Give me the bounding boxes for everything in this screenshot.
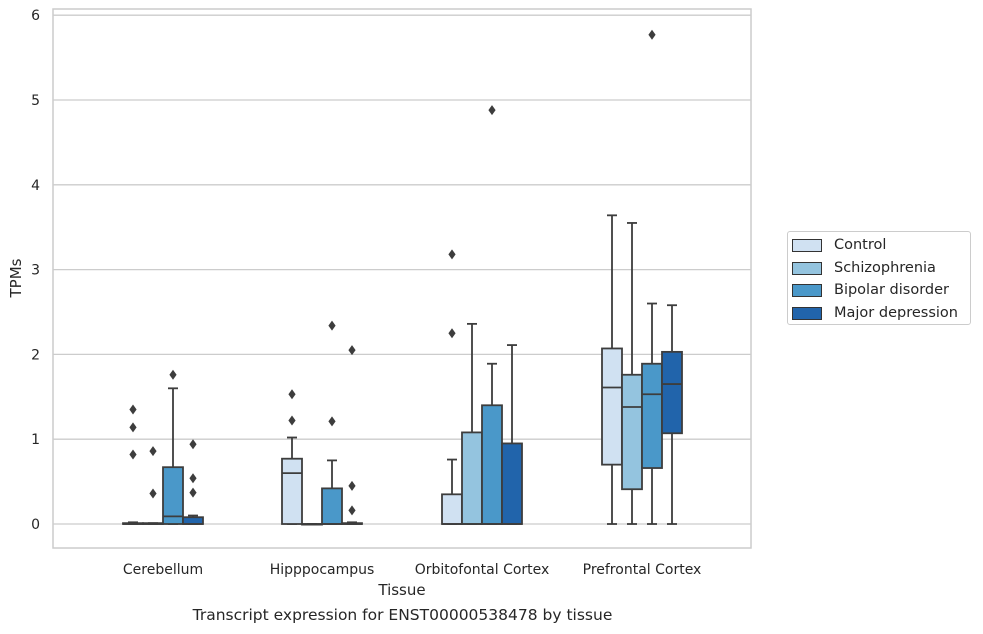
box-iqr [461, 431, 483, 525]
outlier-marker [288, 415, 296, 426]
box-iqr [162, 466, 184, 525]
legend-label-schizophrenia: Schizophrenia [834, 260, 936, 276]
outlier-marker [448, 249, 456, 260]
outlier-marker [189, 473, 197, 484]
box-group [142, 446, 164, 525]
y-tick-label: 1 [31, 432, 40, 448]
box-group [621, 222, 643, 525]
y-tick-label: 2 [31, 347, 40, 363]
legend-item-major-depression: Major depression [792, 303, 958, 323]
box-group [281, 389, 303, 525]
x-tick-label: Prefrontal Cortex [583, 562, 702, 578]
box-group [301, 523, 323, 526]
legend-swatch-bipolar-disorder [792, 283, 822, 297]
outlier-marker [129, 422, 137, 433]
box-group [341, 345, 363, 525]
outlier-marker [348, 345, 356, 356]
y-tick-label: 6 [31, 8, 40, 24]
outlier-marker [488, 105, 496, 116]
outlier-marker [189, 439, 197, 450]
legend-swatch-major-depression [792, 306, 822, 320]
legend-swatch-control [792, 238, 822, 252]
outlier-marker [169, 369, 177, 380]
outlier-marker [448, 328, 456, 339]
box-group [501, 344, 523, 525]
outlier-marker [288, 389, 296, 400]
box-iqr [621, 373, 643, 491]
y-axis-title: TPMs [7, 258, 25, 298]
y-tick-label: 4 [31, 178, 40, 194]
outlier-marker [348, 480, 356, 491]
outlier-marker [129, 404, 137, 415]
outlier-marker [348, 505, 356, 516]
x-tick-label: Hipppocampus [270, 562, 375, 578]
y-tick-labels: 0 1 2 3 4 5 6 [31, 8, 40, 533]
box-group [481, 105, 503, 525]
box-iqr [601, 347, 623, 466]
legend-item-bipolar-disorder: Bipolar disorder [792, 280, 949, 300]
box-iqr [441, 493, 463, 525]
box-group [441, 249, 463, 525]
x-tick-label: Orbitofontal Cortex [415, 562, 550, 578]
box-iqr [182, 516, 204, 525]
box-group [321, 320, 343, 525]
box-iqr [321, 487, 343, 525]
legend-swatch-schizophrenia [792, 261, 822, 275]
box-group [122, 404, 144, 525]
legend-item-schizophrenia: Schizophrenia [792, 258, 936, 278]
outlier-marker [648, 29, 656, 40]
grid-lines [53, 14, 751, 525]
box-iqr [481, 404, 503, 525]
x-axis-title: Tissue [377, 581, 425, 599]
outlier-marker [149, 488, 157, 499]
box-group [162, 369, 184, 525]
plot-frame [52, 8, 752, 549]
plot-area [122, 29, 683, 526]
outlier-marker [129, 449, 137, 460]
y-tick-label: 5 [31, 93, 40, 109]
y-tick-label: 3 [31, 263, 40, 279]
box-iqr [501, 442, 523, 525]
outlier-marker [328, 416, 336, 427]
outlier-marker [149, 446, 157, 457]
box-group [182, 439, 204, 525]
outlier-marker [189, 487, 197, 498]
box-iqr [641, 362, 663, 469]
legend: Control Schizophrenia Bipolar disorder M… [787, 231, 971, 325]
box-iqr [281, 457, 303, 525]
box-group [661, 304, 683, 525]
legend-label-major-depression: Major depression [834, 305, 958, 321]
legend-label-control: Control [834, 237, 887, 253]
legend-item-control: Control [792, 235, 886, 255]
chart-caption: Transcript expression for ENST0000053847… [192, 606, 613, 624]
legend-label-bipolar-disorder: Bipolar disorder [834, 282, 949, 298]
box-group [641, 29, 663, 525]
box-iqr [661, 350, 683, 435]
outlier-marker [328, 320, 336, 331]
box-group [601, 214, 623, 525]
x-tick-labels: Cerebellum Hipppocampus Orbitofontal Corte… [123, 562, 701, 578]
y-tick-label: 0 [31, 517, 40, 533]
x-tick-label: Cerebellum [123, 562, 203, 578]
